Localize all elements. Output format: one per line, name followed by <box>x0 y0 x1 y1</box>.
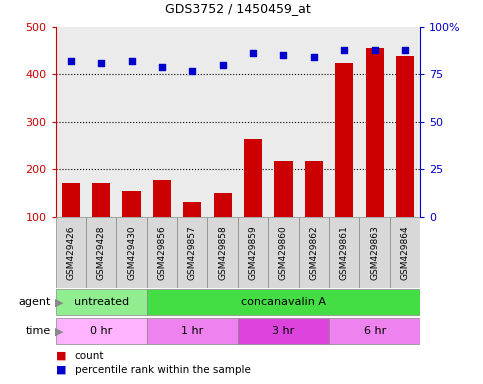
Text: ■: ■ <box>56 351 66 361</box>
Text: GSM429860: GSM429860 <box>279 225 288 280</box>
Bar <box>244 139 262 265</box>
Text: GSM429864: GSM429864 <box>400 225 410 280</box>
Bar <box>208 27 238 217</box>
Point <box>310 54 318 60</box>
Text: GSM429863: GSM429863 <box>370 225 379 280</box>
Bar <box>92 183 110 265</box>
Bar <box>238 27 268 217</box>
Text: GSM429858: GSM429858 <box>218 225 227 280</box>
Bar <box>56 318 147 344</box>
Bar <box>62 183 80 265</box>
Bar <box>213 193 232 265</box>
Text: GDS3752 / 1450459_at: GDS3752 / 1450459_at <box>165 2 311 15</box>
Text: GSM429859: GSM429859 <box>249 225 257 280</box>
Text: agent: agent <box>18 297 51 308</box>
Point <box>188 68 196 74</box>
Text: GSM429857: GSM429857 <box>188 225 197 280</box>
Text: GSM429862: GSM429862 <box>309 225 318 280</box>
Text: ■: ■ <box>56 365 66 375</box>
Point <box>97 60 105 66</box>
Point <box>401 46 409 53</box>
Text: GSM429856: GSM429856 <box>157 225 167 280</box>
Bar <box>268 217 298 288</box>
Bar <box>329 217 359 288</box>
Point <box>371 46 379 53</box>
Text: time: time <box>26 326 51 336</box>
Bar <box>390 217 420 288</box>
Bar <box>305 161 323 265</box>
Text: ▶: ▶ <box>55 326 63 336</box>
Point <box>128 58 135 64</box>
Bar <box>147 27 177 217</box>
Text: 6 hr: 6 hr <box>364 326 386 336</box>
Bar <box>147 290 420 315</box>
Bar <box>298 27 329 217</box>
Point <box>249 50 257 56</box>
Bar <box>329 318 420 344</box>
Point <box>341 46 348 53</box>
Bar <box>238 217 268 288</box>
Bar <box>298 217 329 288</box>
Text: ▶: ▶ <box>55 297 63 308</box>
Bar <box>153 180 171 265</box>
Text: GSM429426: GSM429426 <box>66 225 75 280</box>
Bar <box>396 56 414 265</box>
Text: 3 hr: 3 hr <box>272 326 295 336</box>
Bar <box>116 27 147 217</box>
Bar <box>122 191 141 265</box>
Bar <box>329 27 359 217</box>
Bar <box>56 217 86 288</box>
Bar <box>238 318 329 344</box>
Bar <box>366 48 384 265</box>
Bar <box>177 27 208 217</box>
Bar <box>268 27 298 217</box>
Point <box>280 52 287 58</box>
Bar <box>56 27 86 217</box>
Text: GSM429430: GSM429430 <box>127 225 136 280</box>
Text: 0 hr: 0 hr <box>90 326 112 336</box>
Point <box>158 64 166 70</box>
Bar <box>86 27 116 217</box>
Text: concanavalin A: concanavalin A <box>241 297 326 308</box>
Bar <box>56 290 147 315</box>
Bar <box>359 217 390 288</box>
Bar <box>183 202 201 265</box>
Text: GSM429861: GSM429861 <box>340 225 349 280</box>
Bar <box>147 217 177 288</box>
Bar <box>208 217 238 288</box>
Point <box>219 62 227 68</box>
Text: GSM429428: GSM429428 <box>97 225 106 280</box>
Bar <box>274 161 293 265</box>
Text: 1 hr: 1 hr <box>181 326 203 336</box>
Bar <box>177 217 208 288</box>
Text: count: count <box>75 351 104 361</box>
Bar <box>359 27 390 217</box>
Bar <box>390 27 420 217</box>
Text: untreated: untreated <box>73 297 128 308</box>
Bar <box>147 318 238 344</box>
Text: percentile rank within the sample: percentile rank within the sample <box>75 365 251 375</box>
Bar <box>116 217 147 288</box>
Bar <box>86 217 116 288</box>
Bar <box>335 63 354 265</box>
Point <box>67 58 74 64</box>
